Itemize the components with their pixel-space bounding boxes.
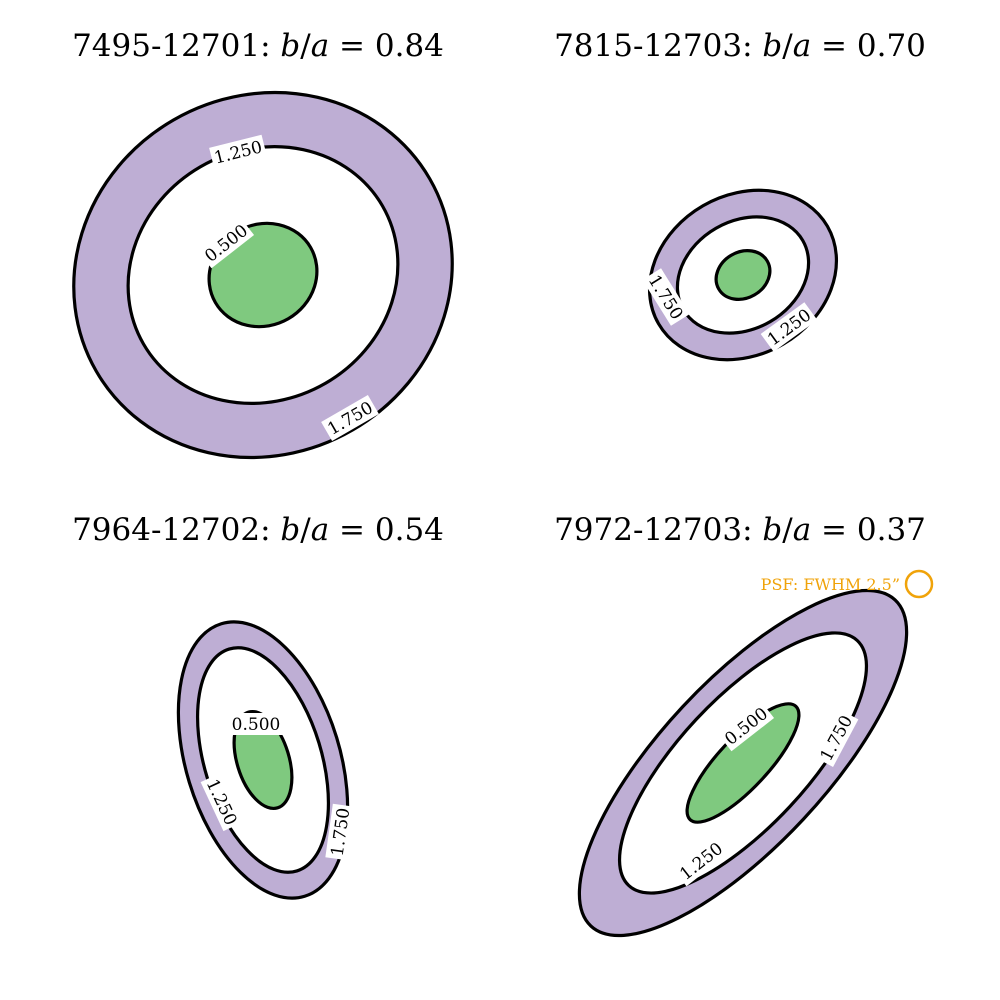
title-part: a	[793, 512, 811, 548]
title-spacer	[811, 512, 821, 548]
title-part: 0.54	[375, 512, 444, 548]
title-part: b	[762, 512, 782, 548]
title-spacer	[847, 512, 857, 548]
contour-label-gap	[325, 803, 355, 861]
title-part: b	[280, 512, 300, 548]
contour-label-gap	[813, 708, 859, 768]
title-part: a	[311, 512, 329, 548]
title-part: /	[782, 512, 793, 548]
contour-label-gap	[200, 772, 244, 832]
title-part: =	[821, 28, 847, 64]
outer-region	[178, 621, 348, 899]
contour-0-5	[714, 249, 772, 301]
outer-region	[73, 92, 453, 458]
inner-region	[234, 711, 292, 809]
title-spacer	[329, 28, 339, 64]
contour-label: 0.500	[229, 713, 283, 735]
contour-group	[176, 620, 350, 900]
contour-1-75	[176, 620, 350, 900]
title-part: 0.84	[375, 28, 444, 64]
psf-label: PSF: FWHM 2.5”	[761, 575, 900, 594]
contour-1-75	[577, 588, 909, 938]
psf-annotation: PSF: FWHM 2.5”	[761, 569, 934, 599]
panel-title: 7815-12703: b/a = 0.70	[554, 28, 926, 64]
title-part: 7495-12701	[72, 28, 260, 64]
panel-title: 7972-12703: b/a = 0.37	[554, 512, 926, 548]
title-part: 7972-12703	[554, 512, 742, 548]
title-spacer	[847, 28, 857, 64]
title-part: a	[793, 28, 811, 64]
contour-1-75	[72, 90, 454, 460]
title-spacer	[365, 28, 375, 64]
contour-1-25	[195, 646, 331, 874]
contour-label-gap	[209, 134, 267, 170]
title-spacer: :	[260, 28, 280, 64]
title-part: b	[762, 28, 782, 64]
contour-group	[72, 90, 454, 460]
contour-label-gap	[321, 394, 379, 442]
title-part: 0.70	[857, 28, 926, 64]
inner-region	[687, 703, 799, 823]
title-spacer: :	[742, 512, 762, 548]
title-spacer	[811, 28, 821, 64]
title-part: /	[782, 28, 793, 64]
title-part: /	[300, 28, 311, 64]
title-part: =	[339, 28, 365, 64]
contour-label-gap	[229, 713, 283, 735]
panel-title: 7495-12701: b/a = 0.84	[72, 28, 444, 64]
title-part: =	[821, 512, 847, 548]
contour-1-25	[617, 631, 869, 895]
title-part: 0.37	[857, 512, 926, 548]
contour-0-5	[232, 709, 294, 811]
title-part: /	[300, 512, 311, 548]
title-part: 7964-12702	[72, 512, 260, 548]
title-part: b	[280, 28, 300, 64]
title-part: a	[311, 28, 329, 64]
contour-label-gap	[717, 700, 775, 752]
contour-label-gap	[760, 302, 818, 352]
title-part: 7815-12703	[554, 28, 742, 64]
title-spacer: :	[260, 512, 280, 548]
title-spacer	[365, 512, 375, 548]
inner-region	[716, 250, 770, 300]
title-spacer: :	[742, 28, 762, 64]
inner-region	[209, 223, 317, 327]
contour-group	[577, 588, 909, 938]
contour-label-gap	[642, 268, 690, 326]
title-part: =	[339, 512, 365, 548]
outer-region	[579, 590, 907, 936]
panel-title: 7964-12702: b/a = 0.54	[72, 512, 444, 548]
contour-label-text: 0.500	[232, 715, 281, 735]
contour-0-5	[685, 702, 801, 824]
psf-circle	[904, 569, 934, 599]
contour-label-gap	[197, 217, 255, 269]
title-spacer	[329, 512, 339, 548]
contour-label-gap	[672, 835, 730, 887]
